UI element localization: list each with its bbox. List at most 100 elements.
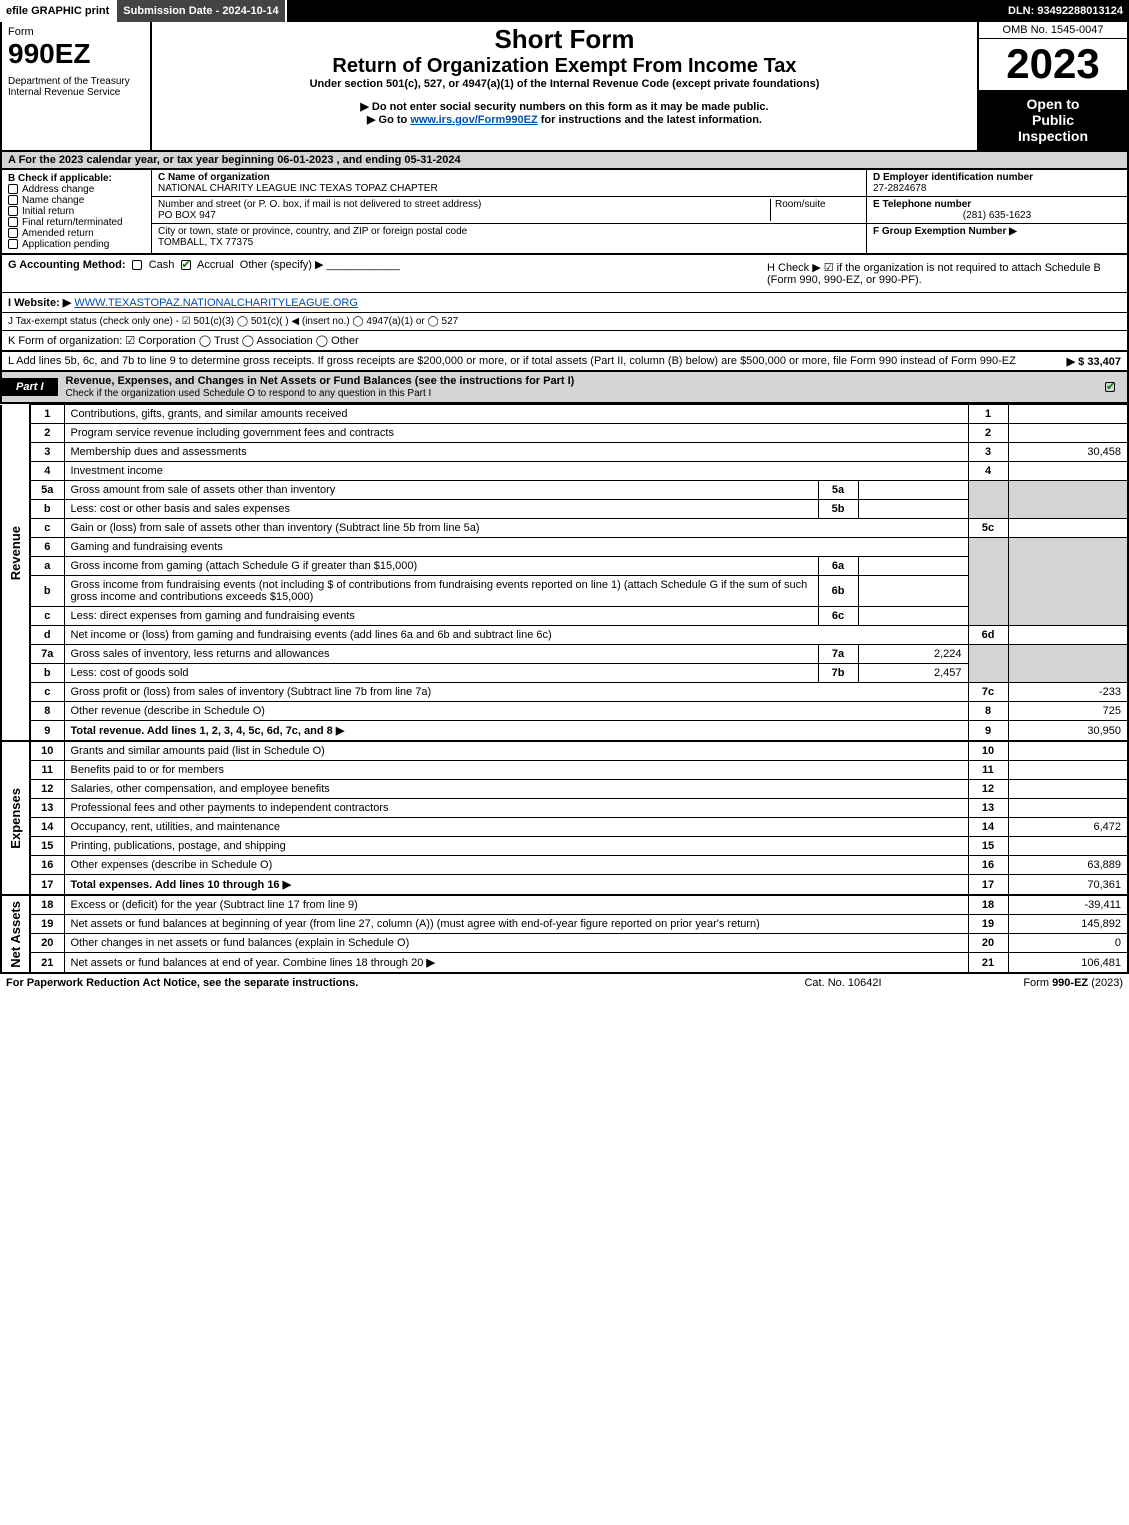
ln-15-mno: 15 bbox=[968, 837, 1008, 856]
ln-18-desc: Excess or (deficit) for the year (Subtra… bbox=[71, 899, 358, 911]
ein-value: 27-2824678 bbox=[873, 183, 926, 194]
shade-7ab bbox=[968, 645, 1008, 683]
chk-application-pending[interactable]: Application pending bbox=[8, 239, 145, 250]
ln-14-desc: Occupancy, rent, utilities, and maintena… bbox=[71, 821, 281, 833]
header-center: Short Form Return of Organization Exempt… bbox=[152, 22, 977, 150]
side-expenses: Expenses bbox=[8, 788, 23, 849]
ln-5b-desc: Less: cost or other basis and sales expe… bbox=[71, 503, 291, 515]
row-j: J Tax-exempt status (check only one) - ☑… bbox=[0, 313, 1129, 331]
part1-header: Part I Revenue, Expenses, and Changes in… bbox=[0, 372, 1129, 404]
ln-2-desc: Program service revenue including govern… bbox=[71, 427, 394, 439]
ln-10-mval bbox=[1008, 741, 1128, 761]
phone-label: E Telephone number bbox=[873, 199, 971, 210]
ln-14-mno: 14 bbox=[968, 818, 1008, 837]
shade-6abc bbox=[968, 538, 1008, 626]
header-right: OMB No. 1545-0047 2023 Open to Public In… bbox=[977, 22, 1127, 150]
ln-6-no: 6 bbox=[30, 538, 64, 557]
ln-6c-no: c bbox=[30, 607, 64, 626]
ln-6b-no: b bbox=[30, 576, 64, 607]
header-left: Form 990EZ Department of the Treasury In… bbox=[2, 22, 152, 150]
cash-label: Cash bbox=[149, 259, 175, 271]
ln-4-no: 4 bbox=[30, 462, 64, 481]
chk-label: Amended return bbox=[22, 228, 94, 239]
street-label: Number and street (or P. O. box, if mail… bbox=[158, 199, 481, 210]
ln-6c-sno: 6c bbox=[818, 607, 858, 626]
form-word: Form bbox=[8, 26, 144, 38]
chk-label: Name change bbox=[22, 195, 84, 206]
irs-link[interactable]: www.irs.gov/Form990EZ bbox=[410, 114, 537, 126]
ln-2-mval bbox=[1008, 424, 1128, 443]
ln-15-desc: Printing, publications, postage, and shi… bbox=[71, 840, 286, 852]
chk-final-return[interactable]: Final return/terminated bbox=[8, 217, 145, 228]
part1-checkbox[interactable] bbox=[1105, 381, 1127, 393]
ln-19-desc: Net assets or fund balances at beginning… bbox=[71, 918, 760, 930]
ln-13-desc: Professional fees and other payments to … bbox=[71, 802, 389, 814]
block-bcde: B Check if applicable: Address change Na… bbox=[0, 170, 1129, 255]
tax-year: 2023 bbox=[979, 39, 1127, 89]
ln-6b-sval bbox=[858, 576, 968, 607]
ln-10-mno: 10 bbox=[968, 741, 1008, 761]
ln-4-mval bbox=[1008, 462, 1128, 481]
ln-21-desc: Net assets or fund balances at end of ye… bbox=[71, 957, 424, 969]
ln-13-no: 13 bbox=[30, 799, 64, 818]
header-warn2: ▶ Go to www.irs.gov/Form990EZ for instru… bbox=[160, 113, 969, 126]
ln-6a-sval bbox=[858, 557, 968, 576]
department-label: Department of the Treasury Internal Reve… bbox=[8, 76, 144, 98]
row-i: I Website: ▶ WWW.TEXASTOPAZ.NATIONALCHAR… bbox=[0, 293, 1129, 313]
row-l-amount: ▶ $ 33,407 bbox=[1067, 355, 1121, 368]
ln-16-desc: Other expenses (describe in Schedule O) bbox=[71, 859, 273, 871]
ln-15-no: 15 bbox=[30, 837, 64, 856]
ln-17-mval: 70,361 bbox=[1008, 875, 1128, 896]
ln-7a-no: 7a bbox=[30, 645, 64, 664]
chk-amended-return[interactable]: Amended return bbox=[8, 228, 145, 239]
ln-21-no: 21 bbox=[30, 953, 64, 974]
ln-17-desc: Total expenses. Add lines 10 through 16 bbox=[71, 879, 280, 891]
ln-19-mno: 19 bbox=[968, 915, 1008, 934]
form-header: Form 990EZ Department of the Treasury In… bbox=[0, 22, 1129, 152]
footer-center: Cat. No. 10642I bbox=[743, 977, 943, 989]
ln-12-mno: 12 bbox=[968, 780, 1008, 799]
website-link[interactable]: WWW.TEXASTOPAZ.NATIONALCHARITYLEAGUE.ORG bbox=[74, 297, 358, 309]
ln-7a-sval: 2,224 bbox=[858, 645, 968, 664]
ln-11-mno: 11 bbox=[968, 761, 1008, 780]
ln-5a-sno: 5a bbox=[818, 481, 858, 500]
ln-9-no: 9 bbox=[30, 721, 64, 742]
efile-label: efile GRAPHIC print bbox=[0, 0, 117, 22]
city-label: City or town, state or province, country… bbox=[158, 226, 467, 237]
ln-11-no: 11 bbox=[30, 761, 64, 780]
dln-label: DLN: 93492288013124 bbox=[1002, 0, 1129, 22]
org-name-value: NATIONAL CHARITY LEAGUE INC TEXAS TOPAZ … bbox=[158, 183, 438, 194]
city-cell: City or town, state or province, country… bbox=[152, 224, 866, 250]
ln-3-no: 3 bbox=[30, 443, 64, 462]
ln-16-mval: 63,889 bbox=[1008, 856, 1128, 875]
footer-left: For Paperwork Reduction Act Notice, see … bbox=[6, 977, 743, 989]
ln-6c-sval bbox=[858, 607, 968, 626]
ln-18-no: 18 bbox=[30, 895, 64, 915]
row-a-tax-year: A For the 2023 calendar year, or tax yea… bbox=[0, 152, 1129, 170]
badge-line3: Inspection bbox=[983, 128, 1123, 144]
ln-5a-sval bbox=[858, 481, 968, 500]
part1-title-text: Revenue, Expenses, and Changes in Net As… bbox=[66, 375, 575, 387]
ln-5b-sval bbox=[858, 500, 968, 519]
ln-20-mno: 20 bbox=[968, 934, 1008, 953]
submission-date: Submission Date - 2024-10-14 bbox=[117, 0, 286, 22]
street-value: PO BOX 947 bbox=[158, 210, 216, 221]
chk-name-change[interactable]: Name change bbox=[8, 195, 145, 206]
ln-7b-no: b bbox=[30, 664, 64, 683]
ln-8-no: 8 bbox=[30, 702, 64, 721]
ln-13-mval bbox=[1008, 799, 1128, 818]
ln-6b-desc: Gross income from fundraising events (no… bbox=[71, 579, 808, 603]
ln-9-desc: Total revenue. Add lines 1, 2, 3, 4, 5c,… bbox=[71, 725, 333, 737]
ln-2-mno: 2 bbox=[968, 424, 1008, 443]
chk-label: Application pending bbox=[22, 239, 109, 250]
chk-initial-return[interactable]: Initial return bbox=[8, 206, 145, 217]
ln-5b-sno: 5b bbox=[818, 500, 858, 519]
ln-3-desc: Membership dues and assessments bbox=[71, 446, 247, 458]
ln-3-mval: 30,458 bbox=[1008, 443, 1128, 462]
ln-6d-mno: 6d bbox=[968, 626, 1008, 645]
chk-accrual[interactable] bbox=[181, 260, 191, 270]
ein-label: D Employer identification number bbox=[873, 172, 1033, 183]
chk-cash[interactable] bbox=[132, 260, 142, 270]
chk-address-change[interactable]: Address change bbox=[8, 184, 145, 195]
ln-7a-desc: Gross sales of inventory, less returns a… bbox=[71, 648, 330, 660]
